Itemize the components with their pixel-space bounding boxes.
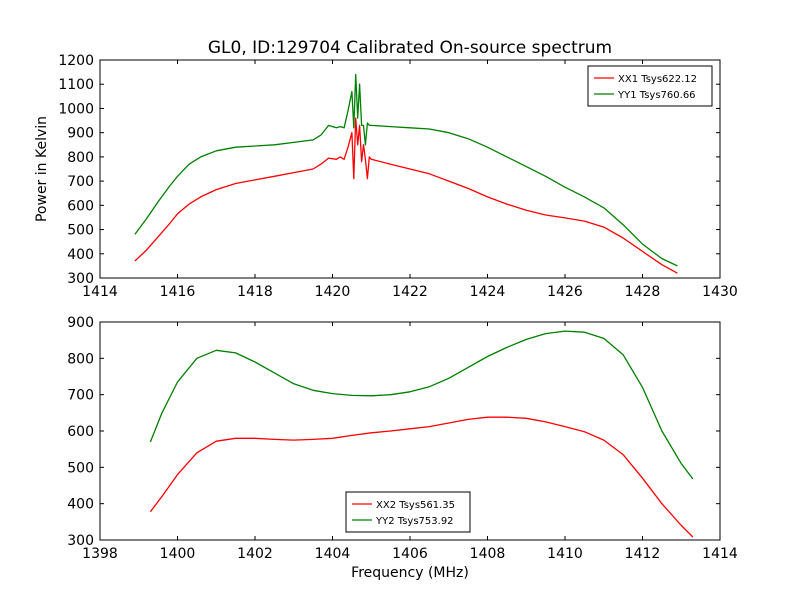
- legend-label: YY1 Tsys760.66: [617, 90, 696, 101]
- legend-box: [587, 65, 713, 107]
- x-tick-label: 1426: [547, 284, 583, 300]
- series-line-1-2: [134, 73, 678, 267]
- y-tick-label: 500: [67, 460, 94, 476]
- legend: XX1 Tsys622.12 YY1 Tsys760.66: [587, 65, 713, 107]
- x-tick-label: 1430: [702, 284, 738, 300]
- y-tick-label: 600: [67, 424, 94, 440]
- legend-label: YY2 Tsys753.92: [375, 516, 454, 527]
- y-tick-label: 300: [67, 533, 94, 549]
- x-tick-label: 1420: [315, 284, 351, 300]
- legend-label: XX1 Tsys622.12: [618, 74, 697, 85]
- x-tick-label: 1408: [470, 546, 506, 562]
- y-tick-label: 900: [67, 126, 94, 142]
- legend: XX2 Tsys561.35 YY2 Tsys753.92: [345, 491, 471, 533]
- y-tick-label: 700: [67, 388, 94, 404]
- y-tick-label: 400: [67, 497, 94, 513]
- x-tick-label: 1414: [702, 546, 738, 562]
- x-tick-label: 1416: [160, 284, 196, 300]
- x-tick-label: 1410: [547, 546, 583, 562]
- y-tick-label: 1000: [58, 101, 94, 117]
- x-tick-label: 1428: [625, 284, 661, 300]
- x-tick-label: 1398: [82, 546, 118, 562]
- bottom-spectrum-plot: 1398 1400 1402 1404 1406 1408 1410 1412 1414 300 4…: [67, 315, 738, 562]
- y-tick-label: 1200: [58, 53, 94, 69]
- y-tick-label: 700: [67, 174, 94, 190]
- y-tick-label: 800: [67, 351, 94, 367]
- chart-title: GL0, ID:129704 Calibrated On-source spec…: [208, 38, 612, 58]
- series-line-2-2: [149, 330, 694, 480]
- x-tick-label: 1404: [315, 546, 351, 562]
- x-tick-label: 1400: [160, 546, 196, 562]
- x-tick-label: 1402: [237, 546, 273, 562]
- legend-label: XX2 Tsys561.35: [376, 500, 455, 511]
- x-tick-label: 1418: [237, 284, 273, 300]
- x-tick-label: 1406: [392, 546, 428, 562]
- series-line-2-1: [149, 416, 694, 538]
- top-spectrum-plot: 1414 1416 1418 1420 1422 1424 1426 1428 1430 300 4…: [58, 53, 737, 300]
- legend-box: [345, 491, 471, 533]
- x-tick-label: 1424: [470, 284, 506, 300]
- x-tick-label: 1414: [82, 284, 118, 300]
- y-tick-label: 300: [67, 271, 94, 287]
- y-tick-label: 800: [67, 150, 94, 166]
- series-line-1-1: [134, 117, 678, 274]
- y-axis-label: Power in Kelvin: [34, 116, 50, 222]
- y-tick-label: 900: [67, 315, 94, 331]
- y-tick-label: 600: [67, 198, 94, 214]
- x-tick-label: 1422: [392, 284, 428, 300]
- x-axis-label: Frequency (MHz): [351, 565, 469, 581]
- y-tick-label: 400: [67, 247, 94, 263]
- x-tick-label: 1412: [625, 546, 661, 562]
- y-tick-label: 500: [67, 223, 94, 239]
- y-tick-label: 1100: [58, 77, 94, 93]
